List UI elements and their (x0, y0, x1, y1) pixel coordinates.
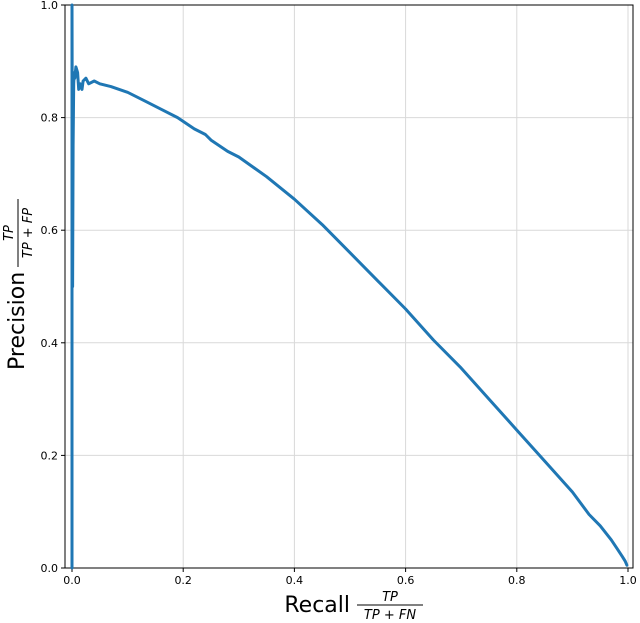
x-tick-label: 1.0 (619, 574, 637, 587)
x-tick-label: 0.4 (286, 574, 304, 587)
x-tick-label: 0.0 (63, 574, 81, 587)
series-layer (70, 3, 629, 570)
pr-curve-line (70, 3, 629, 570)
y-tick-label: 0.4 (41, 337, 59, 350)
y-axis-fraction-numerator: TP (2, 225, 17, 241)
y-axis-fraction-denominator: TP + FP (21, 208, 36, 258)
x-axis-fraction-numerator: TP (382, 590, 398, 605)
x-tick-label: 0.2 (174, 574, 192, 587)
grid (65, 4, 633, 569)
x-axis-label: Recall (284, 593, 350, 618)
x-axis-fraction-denominator: TP + FN (364, 608, 416, 623)
plot-frame (64, 4, 634, 569)
x-tick-label: 0.8 (508, 574, 526, 587)
y-tick-label: 0.8 (41, 112, 59, 125)
y-axis-label: Precision (5, 272, 30, 370)
x-tick-label: 0.6 (397, 574, 415, 587)
y-tick-label: 0.6 (41, 224, 59, 237)
y-tick-label: 0.2 (41, 449, 59, 462)
y-tick-label: 0.0 (41, 562, 59, 575)
y-tick-label: 1.0 (41, 0, 59, 12)
ticks: 0.0 0.2 0.4 0.6 0.8 1.0 0.0 0.2 0.4 0.6 0.8 1.0 (41, 0, 637, 587)
